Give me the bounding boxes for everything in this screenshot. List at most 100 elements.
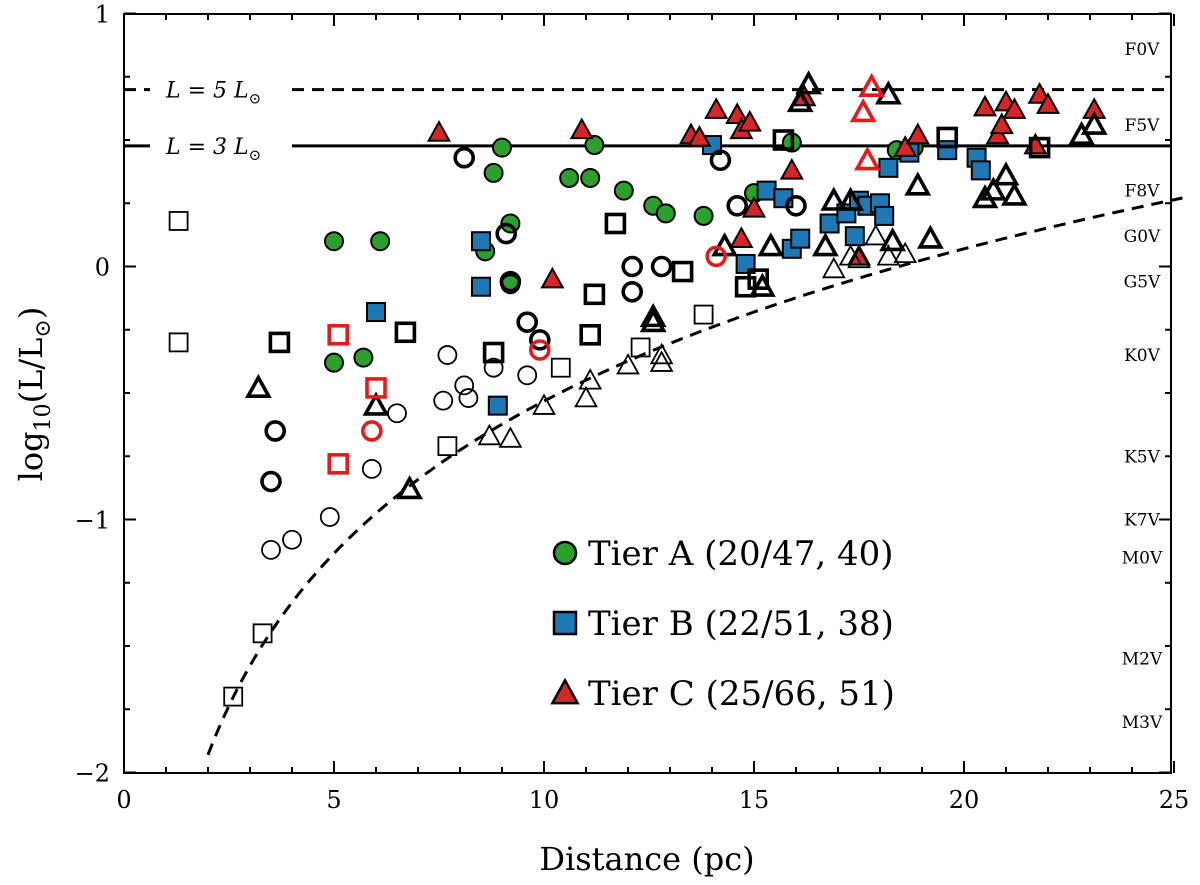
data-point-s2-24 <box>989 112 1014 135</box>
y-tick-label: −2 <box>75 760 110 788</box>
reference-line-label-1: L = 3 L⊙ <box>165 135 261 164</box>
data-point-s4-19 <box>477 423 502 446</box>
data-point-s4-23 <box>578 368 603 390</box>
data-point-s3-34 <box>795 70 823 95</box>
data-point-s3-19 <box>671 260 694 283</box>
data-point-s3-26 <box>362 391 390 416</box>
data-point-s3-4 <box>499 270 522 293</box>
data-point-s1-19 <box>937 140 958 161</box>
data-point-s0-6 <box>492 137 512 158</box>
spectral-type-label: K7V <box>1124 511 1161 531</box>
data-point-s4-12 <box>168 332 189 353</box>
data-point-s0-2 <box>324 352 344 373</box>
data-point-s1-0 <box>366 302 386 323</box>
data-point-s2-8 <box>729 226 754 248</box>
data-point-s4-15 <box>437 436 458 457</box>
data-point-s0-11 <box>584 135 605 156</box>
data-point-s3-35 <box>811 232 839 257</box>
data-point-s3-39 <box>879 227 907 252</box>
x-tick-label: 0 <box>116 786 131 814</box>
data-point-s3-9 <box>650 255 673 278</box>
y-tick-label: 1 <box>95 1 110 29</box>
data-point-s4-10 <box>437 345 458 365</box>
data-point-s4-31 <box>893 241 918 264</box>
data-point-s4-20 <box>498 426 523 448</box>
spectral-type-label: G0V <box>1124 227 1161 247</box>
data-point-s3-10 <box>709 149 732 172</box>
data-point-s0-12 <box>613 180 634 201</box>
axis-ticks <box>123 12 1175 774</box>
data-point-s3-24 <box>1028 136 1051 159</box>
data-point-s0-1 <box>370 231 391 252</box>
data-point-s4-32 <box>863 223 888 246</box>
data-point-s3-6 <box>528 329 551 351</box>
reference-lines: L = 5 L⊙ L = 3 L⊙ <box>124 79 1171 164</box>
data-point-s4-9 <box>517 365 538 386</box>
data-point-s3-32 <box>757 232 785 257</box>
data-point-s3-2 <box>453 146 476 169</box>
spectral-type-label: K5V <box>1124 447 1161 467</box>
data-point-s3-43 <box>979 176 1007 201</box>
data-point-s4-25 <box>649 350 674 372</box>
y-tick-label: 0 <box>95 254 110 282</box>
data-point-s0-10 <box>580 167 601 188</box>
data-point-s4-17 <box>630 337 651 358</box>
data-point-s2-5 <box>704 97 729 119</box>
data-point-s2-19 <box>1002 97 1027 119</box>
data-point-s5-5 <box>705 245 728 268</box>
x-tick-label: 25 <box>1159 786 1190 814</box>
data-point-s4-7 <box>458 388 479 408</box>
data-point-s3-40 <box>904 171 932 196</box>
data-point-s5-3 <box>360 420 383 442</box>
data-point-s1-12 <box>844 226 865 247</box>
data-point-s3-18 <box>579 324 602 346</box>
data-point-s0-14 <box>655 203 676 224</box>
legend-marker-triangle <box>550 677 580 705</box>
x-tick-label: 10 <box>529 786 560 814</box>
data-point-s4-30 <box>876 244 901 266</box>
data-point-s3-23 <box>936 126 959 149</box>
data-point-s1-16 <box>874 205 895 226</box>
data-point-s2-9 <box>737 109 762 132</box>
data-point-s4-13 <box>252 623 273 644</box>
data-point-s4-27 <box>821 256 846 279</box>
spectral-type-label: F5V <box>1125 116 1161 136</box>
data-point-s3-8 <box>621 280 644 303</box>
data-point-s0-15 <box>693 205 714 226</box>
x-axis-title: Distance (pc) <box>539 840 754 878</box>
data-point-s5-6 <box>849 98 877 123</box>
data-point-s2-15 <box>905 122 930 145</box>
data-point-s3-33 <box>786 87 814 113</box>
data-point-s2-1 <box>540 266 565 289</box>
data-points <box>168 70 1108 707</box>
data-point-s3-14 <box>394 321 417 344</box>
data-point-s1-3 <box>487 395 508 416</box>
spectral-type-label: G5V <box>1124 273 1161 293</box>
data-point-s4-6 <box>454 375 475 396</box>
data-point-s4-1 <box>282 529 302 550</box>
data-point-s0-5 <box>483 162 504 183</box>
data-point-s3-5 <box>516 311 539 333</box>
data-point-s3-29 <box>639 308 667 333</box>
legend-label-1: Tier B (22/51, 38) <box>588 604 894 644</box>
spectral-type-label: M3V <box>1122 713 1163 733</box>
data-point-s3-36 <box>820 186 848 211</box>
legend: Tier A (20/47, 40) Tier B (22/51, 38) Tier… <box>550 534 895 714</box>
x-tick-label: 20 <box>949 786 980 814</box>
data-point-s3-16 <box>583 283 606 306</box>
data-point-s4-11 <box>168 211 189 231</box>
data-point-s3-15 <box>482 341 505 364</box>
spectral-type-label: F8V <box>1125 182 1161 202</box>
data-point-s3-13 <box>268 331 291 354</box>
spectral-type-label: F0V <box>1125 40 1161 60</box>
data-point-s4-14 <box>223 686 244 707</box>
spectral-type-label: M0V <box>1122 548 1163 568</box>
data-point-s3-38 <box>874 80 902 105</box>
data-point-s1-17 <box>878 157 899 178</box>
data-point-s5-0 <box>327 324 350 346</box>
data-point-s4-5 <box>433 390 454 411</box>
data-point-s2-4 <box>687 125 712 147</box>
data-point-s4-21 <box>532 393 556 415</box>
data-point-s3-1 <box>260 470 282 493</box>
